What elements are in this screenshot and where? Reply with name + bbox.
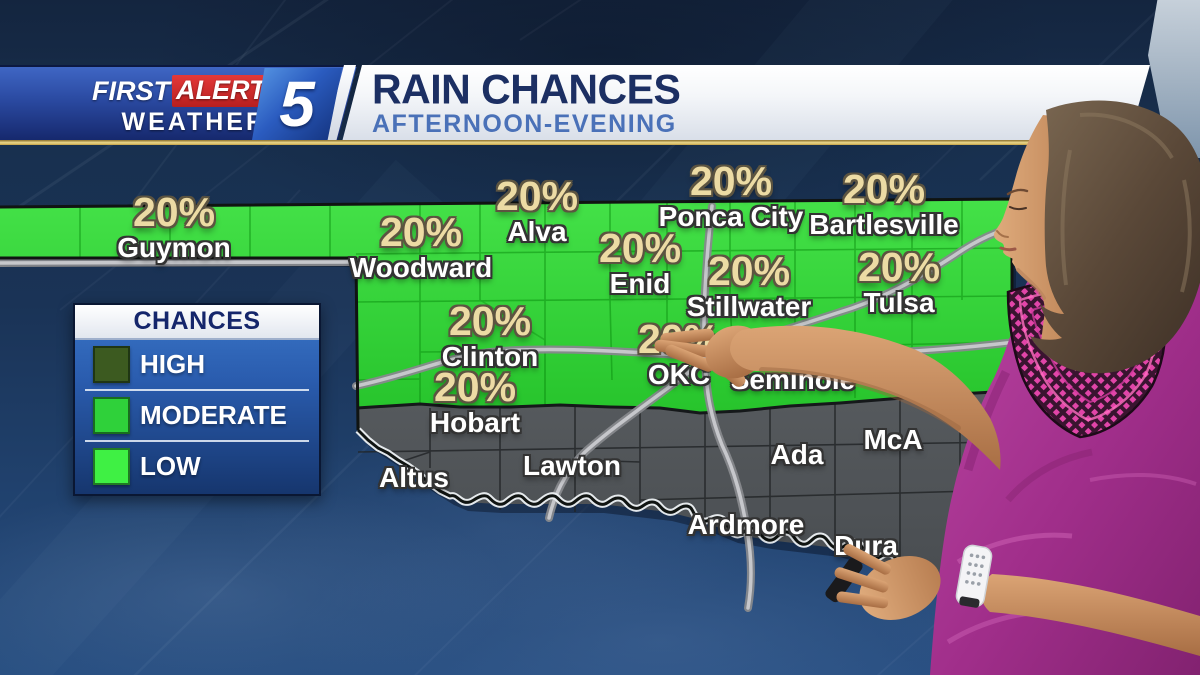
percent-label: 20% [857,244,941,290]
channel-number: 5 [279,68,315,140]
logo-weather: WEATHER [121,108,267,136]
remote-control [825,557,863,603]
legend-label-moderate: MODERATE [140,400,287,430]
percent-label: 20% [448,298,532,344]
smartwatch [955,544,993,608]
chance-boundary-line [356,389,1013,415]
city-label: Ada [770,439,824,470]
legend-row-high: HIGH [75,340,319,389]
map-label-guymon: 20% Guymon [117,192,231,263]
presenter-pointing-arm [654,325,1001,470]
legend-title: CHANCES [133,307,261,335]
city-label: Woodward [349,252,493,283]
percent-label: 20% [495,173,579,219]
legend-header: CHANCES [75,305,319,340]
presenter-hair [1030,100,1200,374]
city-label: McA [863,424,923,455]
map-label-clinton: 20% Clinton [442,301,538,372]
legend-divider [85,440,309,442]
logo-alert-badge: ALERT [172,75,271,107]
percent-label: 20% [707,248,791,294]
city-label: Ardmore [687,509,805,540]
legend-row-low: LOW [75,442,319,491]
map-label-ada: Ada [771,440,824,470]
legend-swatch-moderate [93,397,130,434]
percent-label: 20% [598,225,682,271]
map-label-ponca-city: 20% Ponca City [659,161,804,232]
city-label: Stillwater [686,291,812,322]
map-label-lawton: Lawton [523,451,621,481]
map-label-mcalester: McA [863,425,922,455]
percent-label: 20% [132,189,216,235]
map-label-stillwater: 20% Stillwater [687,251,811,322]
percent-label: 20% [379,209,463,255]
percent-label: 20% [689,158,773,204]
legend-panel: CHANCES HIGH MODERATE LOW [73,303,321,496]
city-label: Clinton [441,341,539,372]
map-label-enid: 20% Enid [599,228,681,299]
title-block: RAIN CHANCES AFTERNOON-EVENING [372,65,681,138]
map-label-bartlesville: 20% Bartlesville [809,169,958,240]
legend-swatch-low [93,448,130,485]
legend-swatch-high [93,346,130,383]
city-label: Ponca City [658,201,804,232]
page-title: RAIN CHANCES [372,65,681,113]
map-label-woodward: 20% Woodward [350,212,493,283]
logo-first: FIRST [92,75,170,106]
city-label: Alva [507,216,567,247]
map-label-tulsa: 20% Tulsa [858,247,940,318]
percent-label: 20% [842,166,926,212]
map-label-hobart: 20% Hobart [430,367,520,438]
map-label-altus: Altus [379,463,449,493]
city-label: Altus [379,462,449,493]
header-title-panel [342,65,1150,142]
presenter-forearm [825,544,1200,656]
city-label: Tulsa [863,287,935,318]
city-label: Bartlesville [809,209,959,240]
page-subtitle: AFTERNOON-EVENING [372,110,677,138]
map-label-alva: 20% Alva [496,176,578,247]
city-label: Guymon [117,232,231,263]
city-label: Enid [609,268,671,299]
channel-5-badge: 5 [252,68,342,140]
city-label: Lawton [523,450,621,481]
legend-divider [85,389,309,391]
legend-label-low: LOW [140,451,201,481]
map-label-ardmore: Ardmore [688,510,805,540]
percent-label: 20% [433,364,517,410]
legend-label-high: HIGH [140,349,205,379]
presenter-hair-highlight [1060,112,1192,293]
city-label: Hobart [429,407,521,438]
gold-accent-line [0,140,1200,145]
legend-row-moderate: MODERATE [75,391,319,440]
